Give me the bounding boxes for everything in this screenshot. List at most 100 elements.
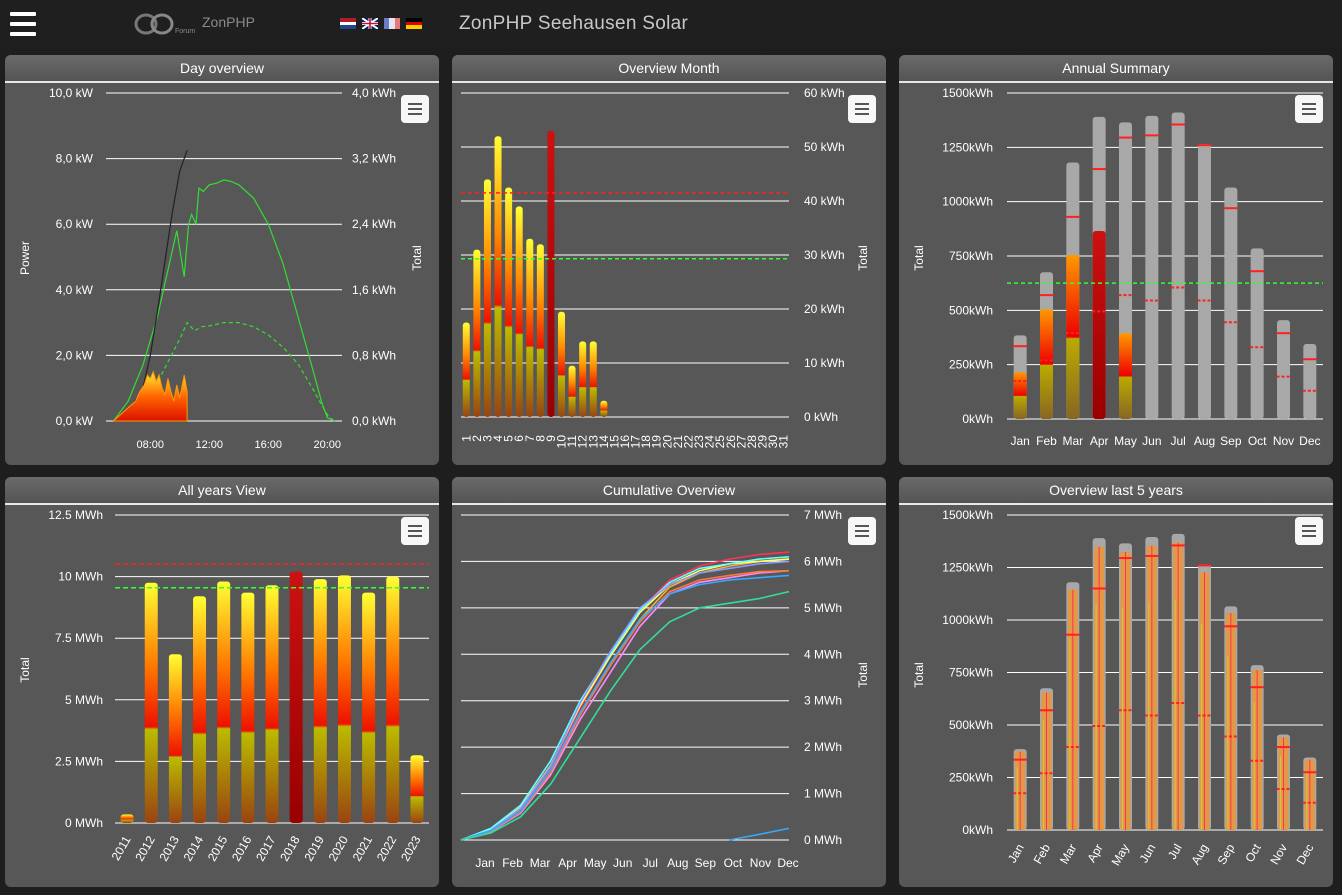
bar (120, 814, 134, 823)
bar (1040, 309, 1053, 419)
y2-tick-label: 3,2 kWh (352, 152, 396, 166)
x-tick-label: Apr (558, 856, 577, 870)
x-tick-label: 2017 (253, 833, 279, 863)
x-tick-label: 18 (639, 435, 653, 449)
axis-label: Total (856, 662, 870, 687)
bar (1092, 231, 1106, 419)
bar (526, 238, 534, 417)
bar (483, 179, 491, 417)
x-tick-label: Jan (1005, 842, 1027, 866)
x-tick-label: 29 (756, 435, 770, 449)
flag-fr-icon[interactable] (384, 18, 400, 29)
y2-tick-label: 4,0 kWh (352, 86, 396, 100)
series-line (729, 827, 790, 841)
x-tick-label: 31 (777, 435, 791, 449)
series-line (460, 560, 790, 841)
x-tick-label: 7 (523, 435, 537, 442)
y-tick-label: 0 MWh (65, 816, 103, 830)
y-tick-label: 0kWh (962, 412, 993, 426)
x-tick-label: Feb (502, 856, 523, 870)
x-tick-label: 2016 (229, 833, 255, 863)
flag-de-icon[interactable] (406, 18, 422, 29)
x-tick-label: 2018 (277, 833, 303, 863)
x-tick-label: Nov (750, 856, 771, 870)
y-tick-label: 0kWh (962, 823, 993, 837)
chart-context-menu-icon[interactable] (848, 95, 876, 123)
x-tick-label: 16 (618, 435, 632, 449)
annual-summary-chart: 1500kWh 1250kWh 1000kWh 750kWh 500kWh 250kWh 0… (912, 86, 1323, 448)
series-line (460, 569, 790, 841)
y-tick-label: 0,0 kW (56, 414, 94, 428)
y-tick-label: 750kWh (949, 249, 993, 263)
x-tick-label: 5 (502, 435, 516, 442)
max-bar (1224, 187, 1238, 419)
x-tick-label: 08:00 (136, 439, 164, 451)
cumulative-overview-chart: 7 MWh 6 MWh 5 MWh 4 MWh 3 MWh 2 MWh 1 MWh 0 MWh… (460, 508, 870, 870)
x-tick-label: 10 (555, 435, 569, 449)
x-tick-label: 21 (671, 435, 685, 449)
bar (313, 579, 327, 823)
axis-label: Total (18, 657, 32, 682)
x-tick-label: Aug (667, 856, 688, 870)
bar (337, 575, 351, 823)
x-tick-label: 4 (491, 435, 505, 442)
chart-context-menu-icon[interactable] (1295, 95, 1323, 123)
x-tick-label: 2 (470, 435, 484, 442)
max-bar (1171, 112, 1185, 419)
bar (144, 582, 158, 823)
x-tick-label: May (1114, 434, 1137, 448)
y-tick-label: 0 kWh (804, 410, 838, 424)
x-tick-label: 13 (586, 435, 600, 449)
x-tick-label: 12:00 (195, 439, 223, 451)
x-tick-label: Feb (1031, 841, 1054, 866)
chart-context-menu-icon[interactable] (848, 517, 876, 545)
flag-nl-icon[interactable] (340, 18, 356, 29)
x-tick-label: 27 (734, 435, 748, 449)
x-tick-label: May (1109, 842, 1132, 869)
y-tick-label: 1250kWh (942, 561, 993, 575)
x-tick-label: Jan (475, 856, 494, 870)
flag-en-icon[interactable] (362, 18, 378, 29)
x-tick-label: 20 (660, 435, 674, 449)
today-power-area (113, 370, 188, 422)
x-tick-label: 2015 (205, 833, 231, 863)
chart-context-menu-icon[interactable] (401, 95, 429, 123)
series-line (460, 556, 790, 841)
y-tick-label: 40 kWh (804, 194, 845, 208)
bar (568, 365, 576, 417)
chart-context-menu-icon[interactable] (401, 517, 429, 545)
y-tick-label: 0 MWh (804, 833, 842, 847)
y-tick-label: 60 kWh (804, 86, 845, 100)
series-line (460, 590, 790, 841)
y-tick-label: 6 MWh (804, 554, 842, 568)
y2-tick-label: 2,4 kWh (352, 217, 396, 231)
reference-power-line (112, 179, 335, 422)
x-tick-label: 2012 (132, 833, 158, 863)
x-tick-label: Sep (1220, 434, 1242, 448)
x-tick-label: 2023 (398, 833, 424, 863)
x-tick-label: 22 (681, 435, 695, 449)
bar (1119, 333, 1132, 419)
x-tick-label: Dec (1299, 434, 1320, 448)
x-tick-label: 2021 (350, 833, 376, 863)
y2-tick-label: 0,8 kWh (352, 348, 396, 362)
x-tick-label: Dec (777, 856, 798, 870)
hamburger-menu-icon[interactable] (10, 12, 36, 38)
bar (193, 596, 207, 823)
y-tick-label: 20 kWh (804, 302, 845, 316)
x-tick-label: 25 (713, 435, 727, 449)
all-years-chart: 12.5 MWh 10 MWh 7.5 MWh 5 MWh 2.5 MWh 0 MWh To… (18, 508, 429, 864)
logo-subtext: Forum (175, 28, 196, 35)
annual-summary-panel: Annual Summary 1500kWh 1250kWh 1000kWh 750k… (899, 55, 1333, 465)
bar (462, 322, 470, 417)
logo[interactable]: ZonPHP Forum (134, 10, 264, 38)
series-line (460, 574, 790, 841)
x-tick-label: 14 (597, 435, 611, 449)
y-tick-label: 250kWh (949, 771, 993, 785)
x-tick-label: 16:00 (254, 439, 282, 451)
y-tick-label: 7.5 MWh (55, 631, 103, 645)
panel-title: Day overview (5, 55, 439, 83)
x-tick-label: 3 (480, 435, 494, 442)
x-tick-label: 9 (544, 435, 558, 442)
chart-context-menu-icon[interactable] (1295, 517, 1323, 545)
